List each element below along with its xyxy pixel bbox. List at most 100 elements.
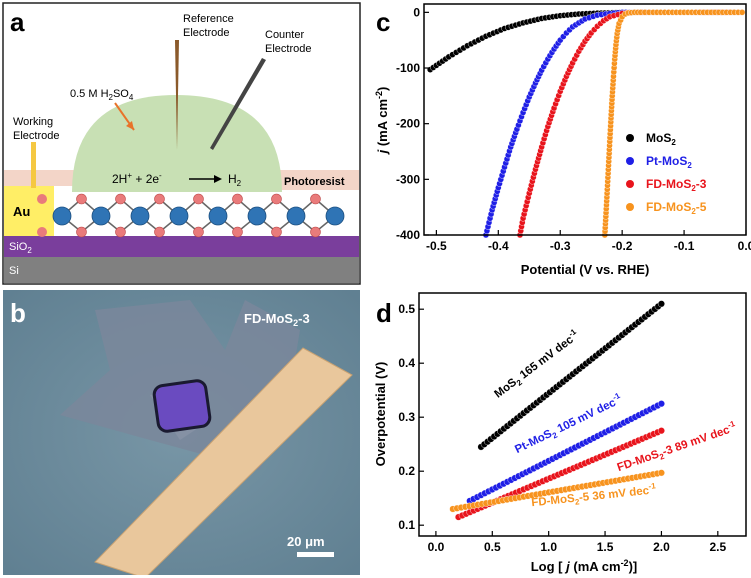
panel-b-letter: b (10, 298, 26, 328)
panel-c-legend: MoS2 Pt-MoS2 FD-MoS2-3 FD-MoS2-5 (626, 131, 707, 216)
legend-label: FD-MoS2-5 (646, 200, 707, 216)
electrolyte-label: 0.5 M H2SO4 (70, 88, 134, 102)
s-atom (271, 193, 282, 205)
panel-c-data-points (426, 9, 746, 239)
sio2-label: SiO2 (9, 241, 32, 255)
panel-b-micrograph: b FD-MoS2-3 20 μm (3, 290, 360, 575)
reference-label-2: Electrode (183, 27, 229, 39)
s-atom (115, 226, 126, 238)
s-atom (37, 194, 47, 204)
panel-d-xlabel: Log [ j (mA cm-2)] (531, 558, 638, 574)
x-tick-label: 2.0 (653, 540, 670, 554)
s-atom (154, 226, 165, 238)
x-tick-label: 0.5 (484, 540, 501, 554)
electrolyte-sub2: 4 (129, 93, 134, 102)
data-point (738, 9, 746, 16)
panel-c-chart: c -0.5 -0.4 -0.3 -0.2 -0.1 0.0 0 -100 -200 -300 -4… (374, 3, 751, 277)
legend-label: MoS2 (646, 131, 676, 147)
s-atom (193, 226, 204, 238)
data-point (657, 300, 665, 308)
reaction-product-sub: 2 (237, 179, 242, 188)
panel-c-axes: -0.5 -0.4 -0.3 -0.2 -0.1 0.0 0 -100 -200 -300 -400 (396, 5, 751, 253)
legend-marker (626, 157, 634, 165)
s-atom (193, 193, 204, 205)
pmma-window (152, 379, 212, 433)
au-label: Au (13, 204, 30, 219)
s-atom (115, 193, 126, 205)
x-tick-label: -0.2 (612, 239, 633, 253)
panel-b-label-sub: 2 (293, 318, 298, 328)
panel-a-schematic: a Reference Electrode Counter Electrode … (2, 2, 361, 285)
reaction-left: 2H (112, 172, 127, 186)
legend-label: Pt-MoS2 (646, 154, 692, 170)
electrolyte-tail: SO (113, 88, 129, 100)
y-tick-label: -400 (396, 228, 420, 242)
panel-b-label-tail: -3 (298, 311, 310, 326)
electrolyte-text: 0.5 M H (70, 88, 109, 100)
legend-marker (626, 134, 634, 142)
x-tick-label: -0.5 (426, 239, 447, 253)
panel-b-label-main: FD-MoS (244, 311, 293, 326)
reaction-product-main: H (228, 172, 237, 186)
mo-atom (286, 206, 306, 226)
x-tick-label: -0.3 (550, 239, 571, 253)
x-tick-label: -0.1 (674, 239, 695, 253)
reaction-product: H2 (228, 172, 242, 188)
reaction-equation: 2H+ + 2e- (112, 171, 162, 186)
reaction-sup1: + (127, 171, 132, 180)
panel-c-letter: c (376, 7, 390, 37)
photoresist-left (4, 170, 74, 186)
sio2-label-main: SiO (9, 241, 28, 253)
s-atom (37, 227, 47, 237)
panel-b-label: FD-MoS2-3 (244, 311, 310, 328)
legend-marker (626, 180, 634, 188)
x-tick-label: 1.5 (597, 540, 614, 554)
s-atom (232, 193, 243, 205)
panel-d-axes: 0.0 0.5 1.0 1.5 2.0 2.5 0.1 0.2 0.3 0.4 0.5 (398, 302, 726, 554)
reference-electrode (175, 40, 179, 150)
s-atom (310, 193, 321, 205)
reaction-sup2: - (159, 171, 162, 180)
reaction-mid: + 2e (132, 172, 159, 186)
y-tick-label: -100 (396, 61, 420, 75)
data-point (657, 427, 665, 435)
panel-d-chart: d 0.0 0.5 1.0 1.5 2.0 2.5 0.1 0.2 0.3 0.4 0.5 MoS2… (373, 292, 747, 574)
s-atom (154, 193, 165, 205)
working-electrode-wire (31, 142, 36, 188)
si-label: Si (9, 265, 19, 277)
y-tick-label: 0.4 (398, 356, 415, 370)
mo-atom (52, 206, 72, 226)
counter-label-1: Counter (265, 29, 304, 41)
legend-marker (626, 203, 634, 211)
s-atom (271, 226, 282, 238)
panel-c-plot-frame (423, 3, 747, 236)
panel-d-plot-frame (418, 292, 747, 537)
au-contact (4, 186, 54, 236)
x-tick-label: 2.5 (709, 540, 726, 554)
y-tick-label: -200 (396, 117, 420, 131)
s-atom (76, 226, 87, 238)
gold-electrode-strip (94, 347, 353, 575)
working-label-1: Working (13, 116, 53, 128)
panel-d-ylabel: Overpotential (V) (373, 362, 388, 467)
counter-label-2: Electrode (265, 43, 311, 55)
mo-atom (91, 206, 111, 226)
mo-atom (247, 206, 267, 226)
mo-atom (325, 206, 345, 226)
panel-c-ylabel: j (mA cm-2) (374, 87, 390, 156)
panel-a-letter: a (10, 7, 25, 37)
legend-label: FD-MoS2-3 (646, 177, 707, 193)
panel-c-xlabel: Potential (V vs. RHE) (521, 262, 650, 277)
photoresist-right (280, 170, 359, 190)
reaction-arrowhead (214, 175, 222, 183)
panel-d-data-points (449, 300, 665, 521)
tafel-slope-label: MoS2 165 mV dec-1 (491, 327, 583, 402)
y-tick-label: -300 (396, 172, 420, 186)
tafel-slope-label: FD-MoS2-3 89 mV dec-1 (615, 419, 740, 476)
s-atom (310, 226, 321, 238)
data-point (657, 400, 665, 408)
y-tick-label: 0.3 (398, 410, 415, 424)
x-tick-label: 1.0 (540, 540, 557, 554)
electrolyte-sub: 2 (109, 93, 114, 102)
scalebar (297, 552, 334, 557)
